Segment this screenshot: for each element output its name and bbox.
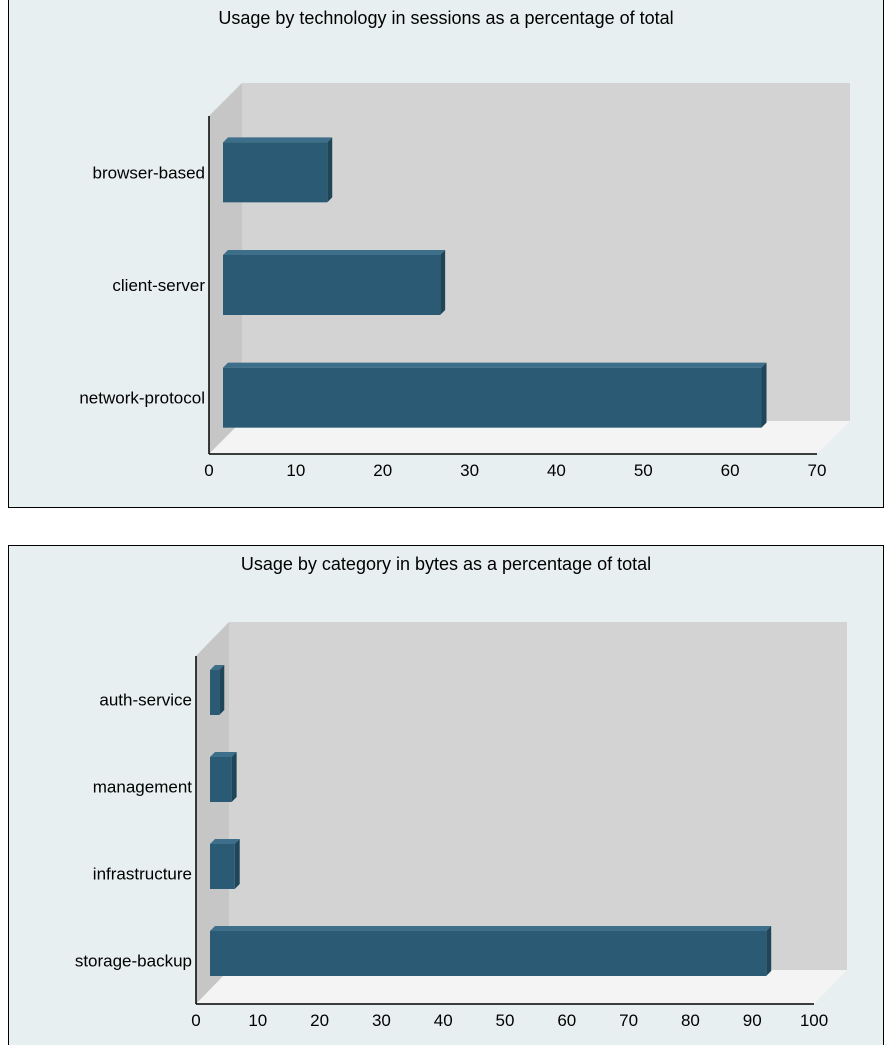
bar-side-browser-based: [327, 137, 333, 203]
category-label-network-protocol: network-protocol: [79, 389, 205, 408]
bar-side-storage-backup: [766, 926, 772, 976]
category-label-auth-service: auth-service: [99, 691, 192, 710]
bar-side-client-server: [440, 250, 446, 315]
chart-title-bytes: Usage by category in bytes as a percenta…: [240, 554, 652, 574]
bar-top-infrastructure: [210, 839, 240, 844]
x-tick-label-70: 70: [808, 461, 827, 480]
back-wall: [242, 83, 850, 421]
bar-storage-backup: [210, 931, 767, 976]
x-tick-label-20: 20: [373, 461, 392, 480]
category-label-storage-backup: storage-backup: [75, 952, 192, 971]
x-tick-label-0: 0: [191, 1011, 200, 1030]
category-label-client-server: client-server: [112, 276, 205, 295]
x-tick-label-90: 90: [743, 1011, 762, 1030]
x-tick-label-50: 50: [634, 461, 653, 480]
bar-network-protocol: [223, 367, 762, 428]
bar-side-network-protocol: [761, 362, 767, 428]
chart-panel-sessions: Usage by technology in sessions as a per…: [8, 0, 884, 508]
category-label-management: management: [93, 778, 193, 797]
category-label-browser-based: browser-based: [93, 163, 205, 182]
bar-auth-service: [210, 670, 220, 715]
left-wall: [196, 622, 229, 1004]
x-tick-label-20: 20: [310, 1011, 329, 1030]
floor: [196, 970, 847, 1004]
x-tick-label-30: 30: [460, 461, 479, 480]
bar-top-storage-backup: [210, 926, 772, 931]
bar-top-network-protocol: [223, 362, 767, 368]
bar-side-management: [231, 752, 237, 802]
back-wall: [229, 622, 847, 970]
bar-top-browser-based: [223, 137, 333, 143]
x-tick-label-60: 60: [721, 461, 740, 480]
bar-top-auth-service: [210, 665, 225, 670]
x-tick-label-70: 70: [619, 1011, 638, 1030]
x-tick-label-50: 50: [496, 1011, 515, 1030]
x-tick-label-40: 40: [434, 1011, 453, 1030]
bar-infrastructure: [210, 844, 235, 889]
x-tick-label-60: 60: [557, 1011, 576, 1030]
chart-title-sessions: Usage by technology in sessions as a per…: [218, 8, 674, 28]
x-tick-label-0: 0: [204, 461, 213, 480]
bar-side-infrastructure: [234, 839, 240, 889]
x-tick-label-30: 30: [372, 1011, 391, 1030]
x-tick-label-100: 100: [800, 1011, 828, 1030]
x-tick-label-40: 40: [547, 461, 566, 480]
x-tick-label-80: 80: [681, 1011, 700, 1030]
bar-management: [210, 757, 232, 802]
category-label-infrastructure: infrastructure: [93, 865, 192, 884]
bar-browser-based: [223, 142, 328, 203]
chart-panel-bytes: Usage by category in bytes as a percenta…: [8, 545, 884, 1045]
bar-client-server: [223, 255, 441, 315]
bar-side-auth-service: [219, 665, 225, 715]
chart-bytes: auth-service management infrastructure stor…: [75, 622, 847, 1030]
floor: [209, 421, 850, 454]
bar-top-client-server: [223, 250, 446, 255]
x-tick-label-10: 10: [248, 1011, 267, 1030]
bar-top-management: [210, 752, 237, 757]
chart-sessions: browser-based client-server network-protoc…: [79, 83, 850, 480]
x-tick-label-10: 10: [286, 461, 305, 480]
